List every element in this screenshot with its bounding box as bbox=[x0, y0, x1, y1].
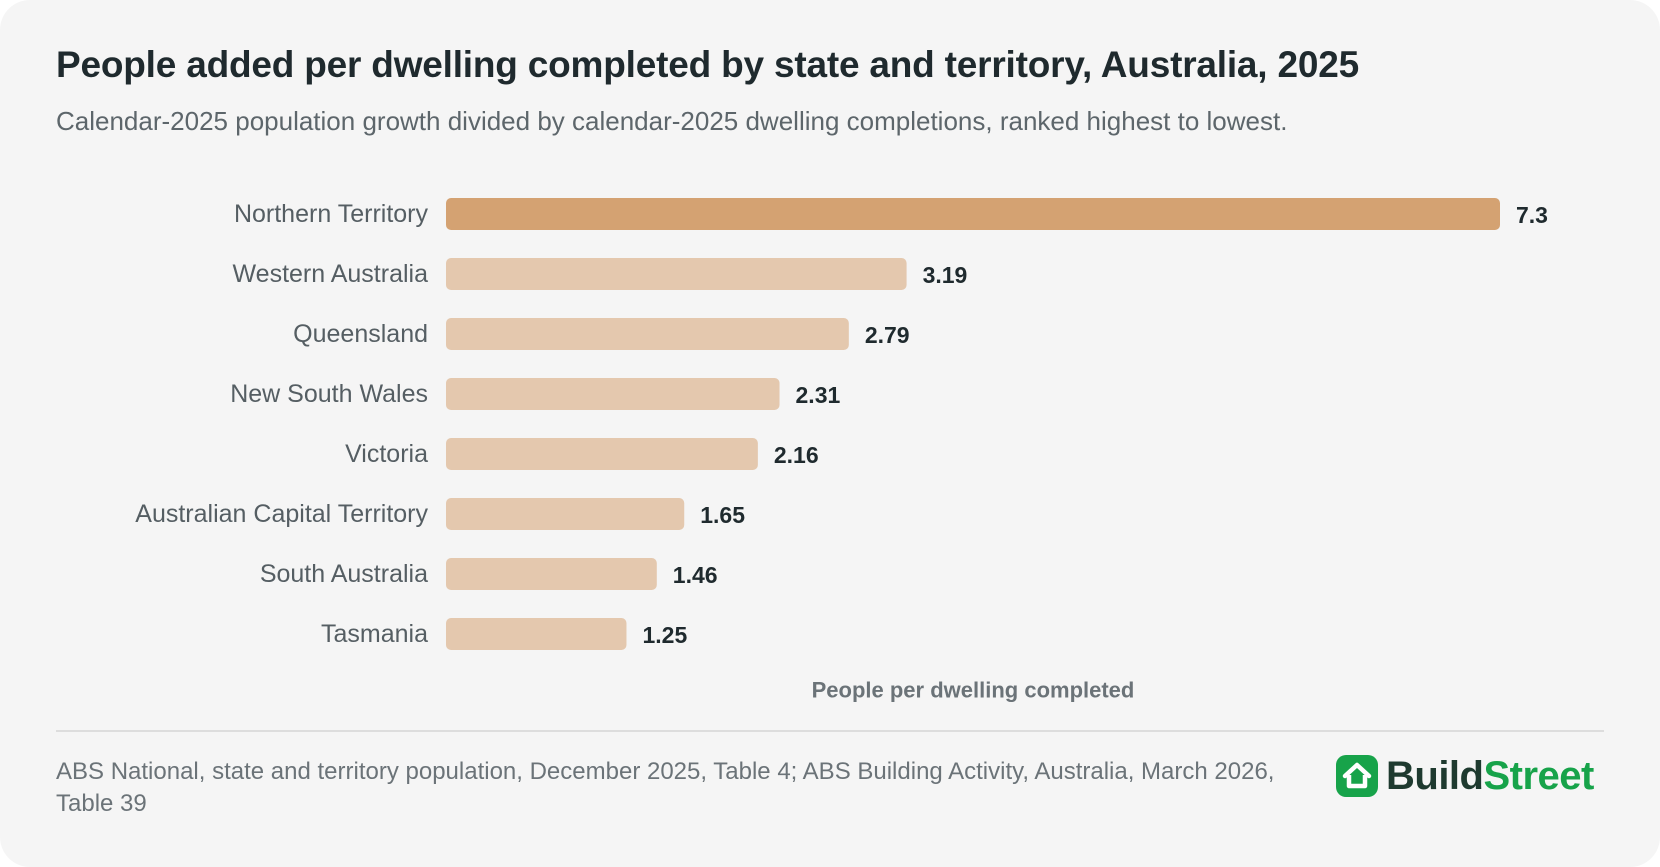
bar-chart: Northern Territory 7.3 Western Australia 3.… bbox=[135, 198, 1548, 703]
footer-divider bbox=[56, 730, 1604, 732]
category-label: Victoria bbox=[345, 440, 428, 468]
chart-title: People added per dwelling completed by s… bbox=[56, 44, 1359, 85]
bar bbox=[446, 198, 1500, 230]
bar bbox=[446, 618, 627, 650]
bar bbox=[446, 558, 657, 590]
value-label: 2.31 bbox=[796, 382, 841, 408]
category-label: South Australia bbox=[260, 560, 428, 588]
category-label: Northern Territory bbox=[234, 200, 429, 228]
value-label: 2.79 bbox=[865, 322, 910, 348]
value-label: 7.3 bbox=[1516, 202, 1548, 228]
bar bbox=[446, 318, 849, 350]
category-label: Western Australia bbox=[233, 260, 429, 288]
value-label: 3.19 bbox=[923, 262, 968, 288]
bar bbox=[446, 498, 685, 530]
value-label: 2.16 bbox=[774, 442, 819, 468]
bar bbox=[446, 438, 758, 470]
chart-subtitle: Calendar-2025 population growth divided … bbox=[56, 106, 1288, 136]
value-label: 1.65 bbox=[700, 502, 745, 528]
x-axis-title: People per dwelling completed bbox=[812, 678, 1135, 703]
house-icon bbox=[1336, 755, 1378, 797]
logo-text-street: Street bbox=[1483, 753, 1594, 798]
bar bbox=[446, 258, 907, 290]
bar bbox=[446, 378, 780, 410]
logo-text-build: Build bbox=[1386, 753, 1484, 798]
category-label: Tasmania bbox=[321, 620, 428, 648]
source-note: ABS National, state and territory popula… bbox=[56, 758, 1275, 817]
value-label: 1.46 bbox=[673, 562, 718, 588]
buildstreet-logo: BuildStreet bbox=[1336, 752, 1594, 800]
logo-wordmark: BuildStreet bbox=[1386, 754, 1594, 799]
value-label: 1.25 bbox=[642, 622, 687, 648]
category-label: New South Wales bbox=[230, 380, 428, 408]
category-label: Queensland bbox=[293, 320, 428, 348]
category-label: Australian Capital Territory bbox=[135, 500, 428, 528]
